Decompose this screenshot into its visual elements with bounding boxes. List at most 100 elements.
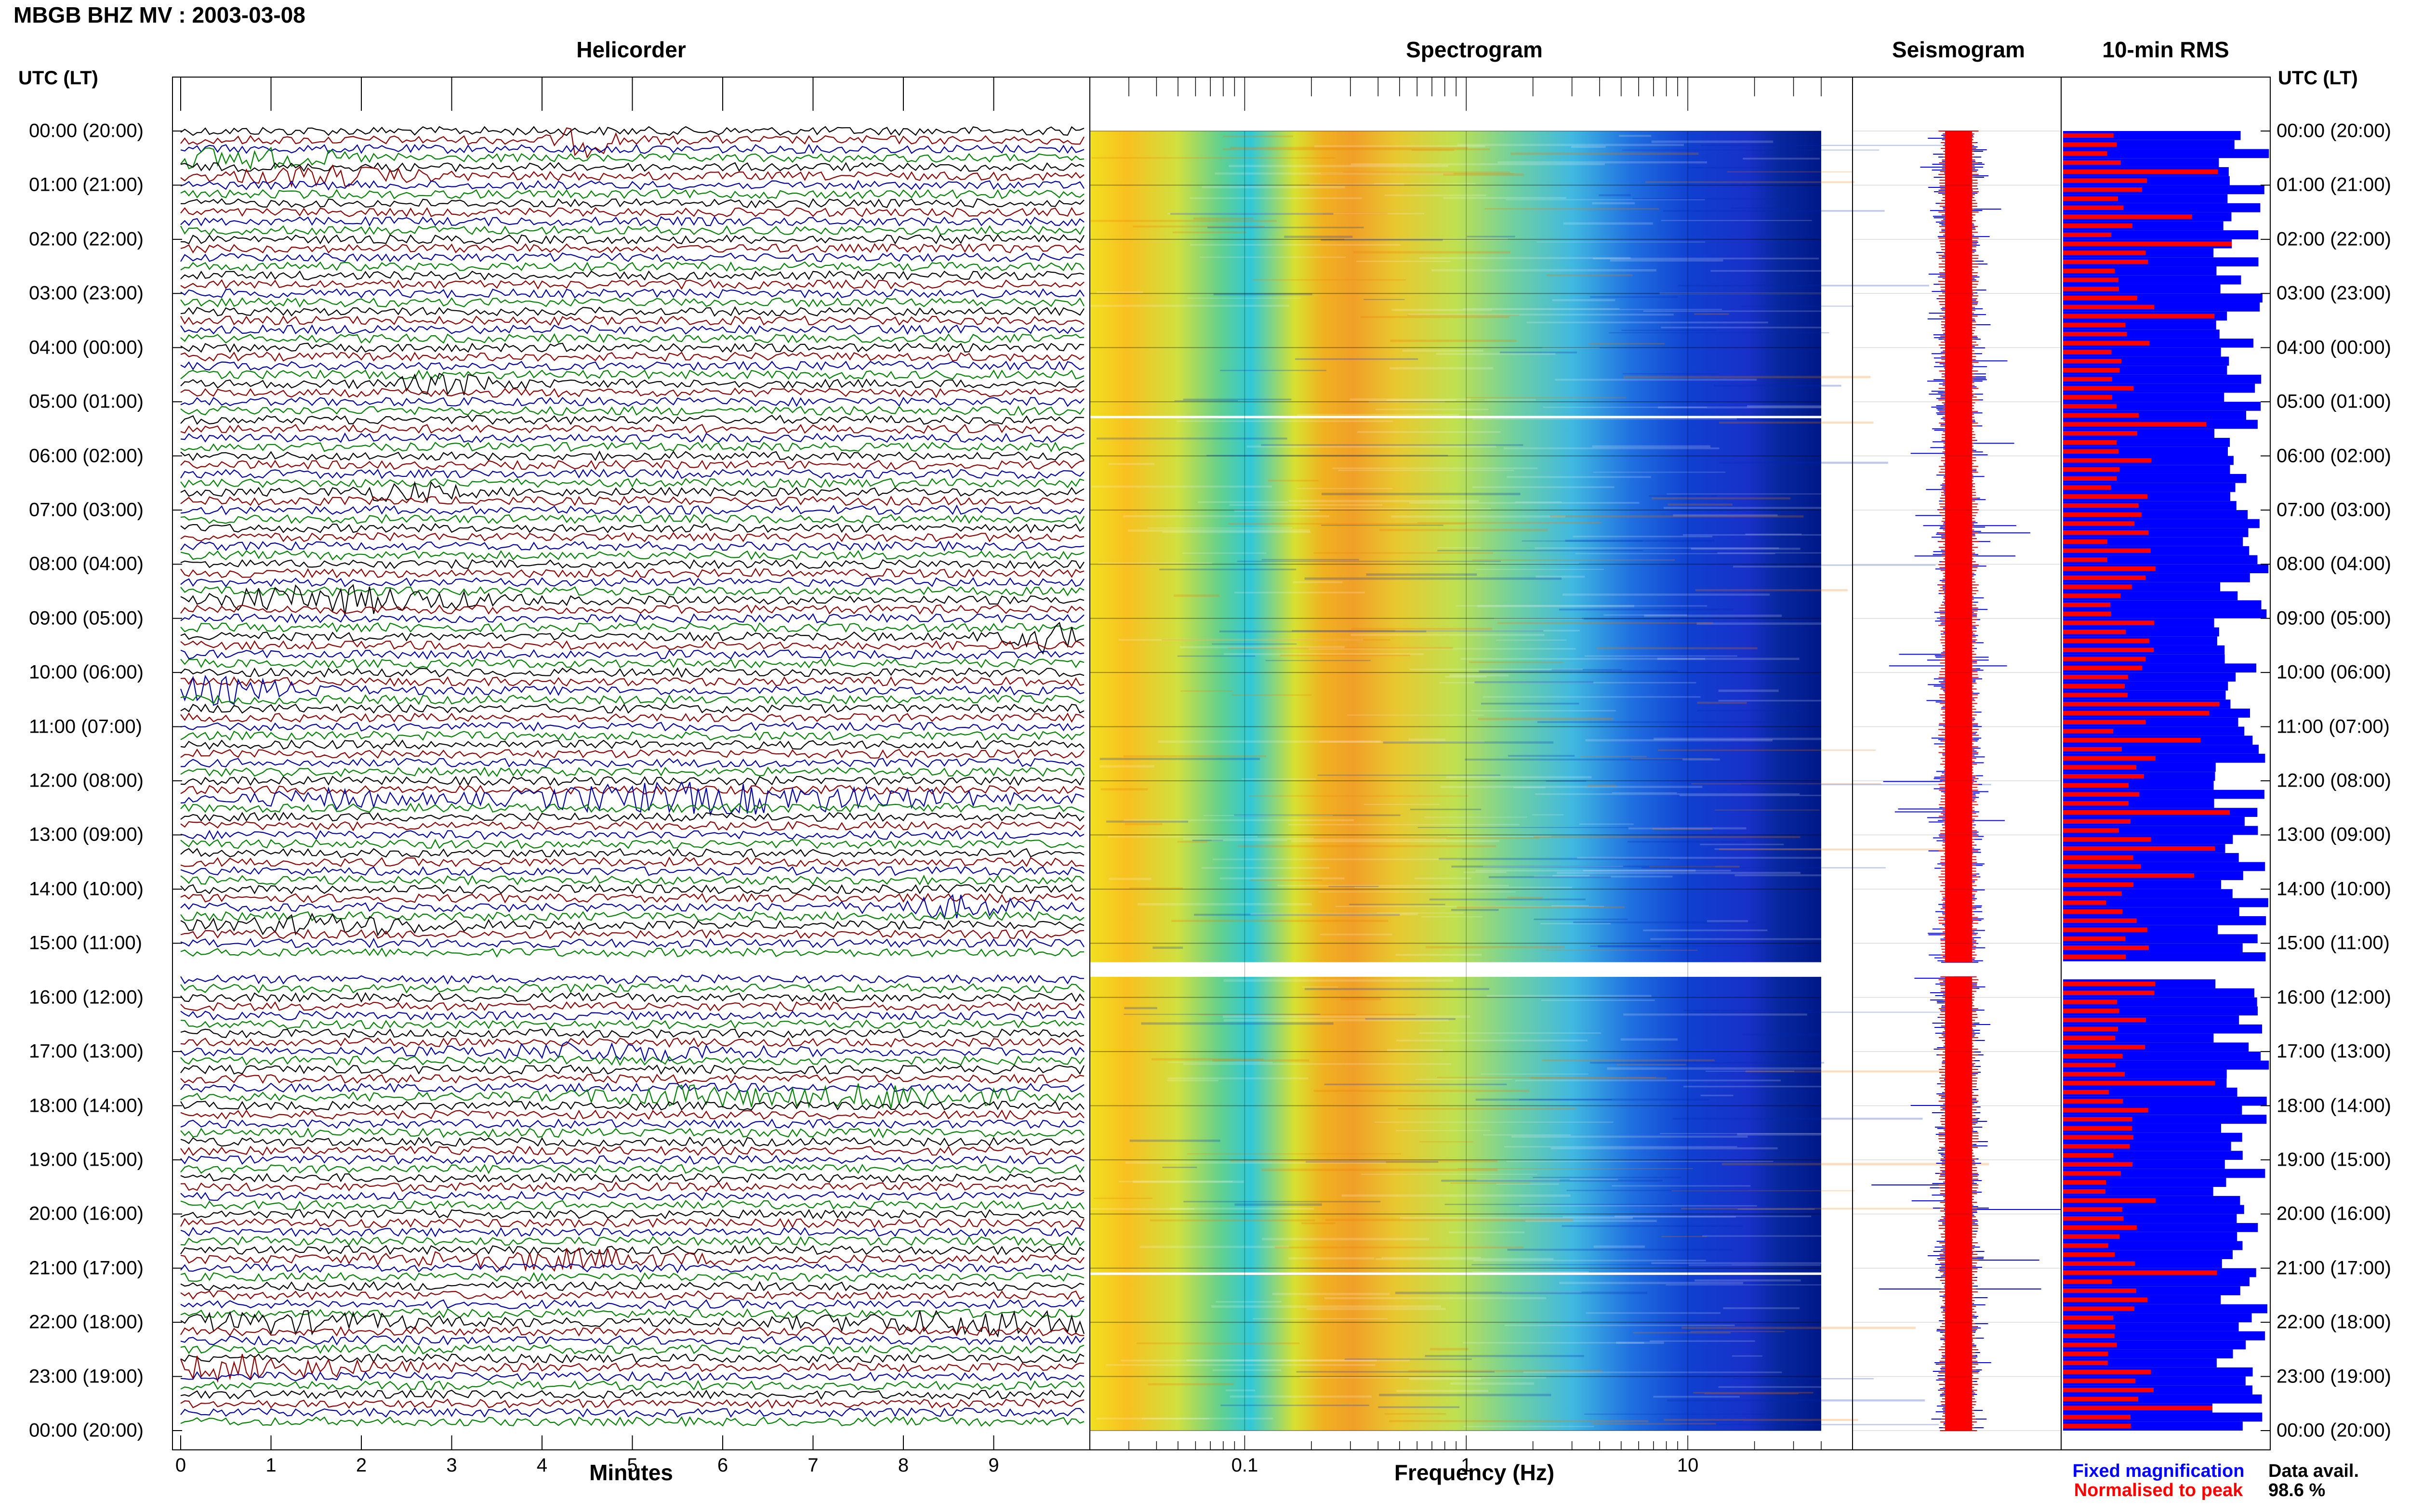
spectrogram-streak <box>1737 1209 1815 1210</box>
rms-bar-normalised <box>2063 151 2107 156</box>
rms-bar-normalised <box>2063 1053 2123 1059</box>
spectrogram-streak <box>1623 1013 1807 1016</box>
spectrogram-streak <box>1340 998 1381 1000</box>
spectrogram-streak <box>1171 920 1388 922</box>
rms-bar-normalised <box>2063 1144 2130 1149</box>
helicorder-trace <box>180 279 1085 290</box>
rms-bar-normalised <box>2063 1198 2156 1203</box>
rms-bar-normalised <box>2063 720 2146 724</box>
spectrogram-streak <box>1319 741 1485 743</box>
helicorder-trace <box>180 739 1085 750</box>
rms-bar-normalised <box>2063 602 2111 607</box>
helicorder-trace <box>180 992 1085 1003</box>
spectrogram-streak <box>1417 827 1671 828</box>
rms-bar-normalised <box>2063 710 2210 716</box>
rms-bar-normalised <box>2063 620 2154 625</box>
spectrogram-streak <box>1483 1134 1571 1136</box>
spectrogram-streak <box>1690 1331 1785 1332</box>
rms-bar-normalised <box>2063 693 2128 697</box>
spectrogram-streak <box>1641 867 1886 868</box>
helicorder-trace <box>180 1353 1085 1364</box>
helicorder-trace <box>180 324 1085 335</box>
helicorder-trace <box>180 523 1085 534</box>
spectrogram-streak <box>1409 502 1640 504</box>
helicorder-trace <box>180 1001 1085 1012</box>
spectrogram-streak <box>1688 1264 1821 1266</box>
spectrogram-streak <box>1451 865 1715 868</box>
helicorder-trace <box>180 1245 1085 1255</box>
hour-label-left: 23:00 (19:00) <box>29 1366 144 1387</box>
spectrogram-streak <box>1556 871 1801 874</box>
spectrogram-streak <box>1563 222 1653 225</box>
rms-bar-normalised <box>2063 1099 2123 1104</box>
spectrogram-streak <box>1482 696 1701 698</box>
helicorder-trace <box>180 1164 1085 1174</box>
rms-bar-normalised <box>2063 575 2146 580</box>
rms-bar-normalised <box>2063 1369 2151 1374</box>
spectrogram-streak <box>1475 1098 1709 1101</box>
spectrogram-streak <box>1125 823 1163 826</box>
rms-bar-normalised <box>2063 1234 2120 1239</box>
rms-bar-normalised <box>2063 584 2132 589</box>
spectrogram-streak <box>1199 256 1346 258</box>
spectrogram-streak <box>1216 1301 1282 1303</box>
spectrogram-streak <box>1586 1312 1721 1314</box>
helicorder-trace <box>180 839 1085 849</box>
spectrogram-streak <box>1410 808 1482 810</box>
spectrogram-streak <box>1168 1062 1273 1063</box>
spectrogram-streak <box>1659 292 1849 294</box>
spectrogram-streak <box>1540 923 1611 924</box>
spectrogram-streak <box>1694 313 1729 315</box>
helicorder-trace <box>180 225 1085 236</box>
rms-bar-normalised <box>2063 630 2126 634</box>
spectrogram-streak <box>1148 527 1293 529</box>
rms-bar-normalised <box>2063 999 2118 1004</box>
helicorder-trace <box>180 180 1085 191</box>
spectrogram-streak <box>1242 778 1316 780</box>
rms-bar-normalised <box>2063 954 2126 960</box>
helicorder-trace <box>180 1118 1085 1130</box>
spectrogram-streak <box>1415 877 1471 880</box>
spectrogram-streak <box>1098 562 1212 565</box>
spectrogram-tick-label: 10 <box>1677 1455 1699 1476</box>
helicorder-trace <box>180 460 1085 471</box>
rms-bar-normalised <box>2063 1072 2125 1077</box>
spectrogram-streak <box>1482 866 1623 867</box>
spectrogram-streak <box>1284 236 1353 238</box>
spectrogram-streak <box>1384 1413 1446 1415</box>
spectrogram-tick-label: 1 <box>1461 1455 1471 1476</box>
spectrogram-streak <box>1099 758 1260 760</box>
rms-bar-fixed <box>2063 555 2258 565</box>
rms-bar-normalised <box>2063 368 2120 373</box>
spectrogram-streak <box>1409 668 1583 671</box>
spectrogram-streak <box>1363 299 1405 300</box>
rms-bar-normalised <box>2063 1423 2131 1429</box>
spectrogram-streak <box>1223 653 1424 656</box>
rms-bar-normalised <box>2063 882 2134 887</box>
helicorder-trace <box>180 1407 1085 1418</box>
spectrogram-streak <box>1356 261 1451 262</box>
spectrogram-streak <box>1448 1231 1525 1234</box>
spectrogram-streak <box>1295 358 1418 360</box>
spectrogram-streak <box>1585 655 1737 657</box>
spectrogram-streak <box>1300 1377 1547 1379</box>
helicorder-tick-label: 6 <box>717 1455 728 1476</box>
spectrogram-title: Spectrogram <box>1406 37 1543 62</box>
spectrogram-image <box>1090 131 1991 1431</box>
helicorder-trace <box>180 478 1085 488</box>
spectrogram-streak <box>1631 758 1713 760</box>
spectrogram-streak <box>1456 605 1707 607</box>
spectrogram-streak <box>1653 1395 1740 1398</box>
helicorder-trace <box>180 781 1085 817</box>
rms-bar-normalised <box>2063 304 2155 310</box>
hour-label-left: 16:00 (12:00) <box>29 986 144 1008</box>
rms-bar-normalised <box>2063 377 2112 381</box>
spectrogram-streak <box>1364 803 1440 805</box>
helicorder-trace <box>180 785 1085 795</box>
spectrogram-streak <box>1252 279 1406 281</box>
rms-bar-normalised <box>2063 1207 2122 1212</box>
rms-bar-normalised <box>2063 259 2148 264</box>
spectrogram-streak <box>1580 756 1647 758</box>
spectrogram-streak <box>1296 1371 1495 1373</box>
hour-label-left: 19:00 (15:00) <box>29 1149 144 1170</box>
